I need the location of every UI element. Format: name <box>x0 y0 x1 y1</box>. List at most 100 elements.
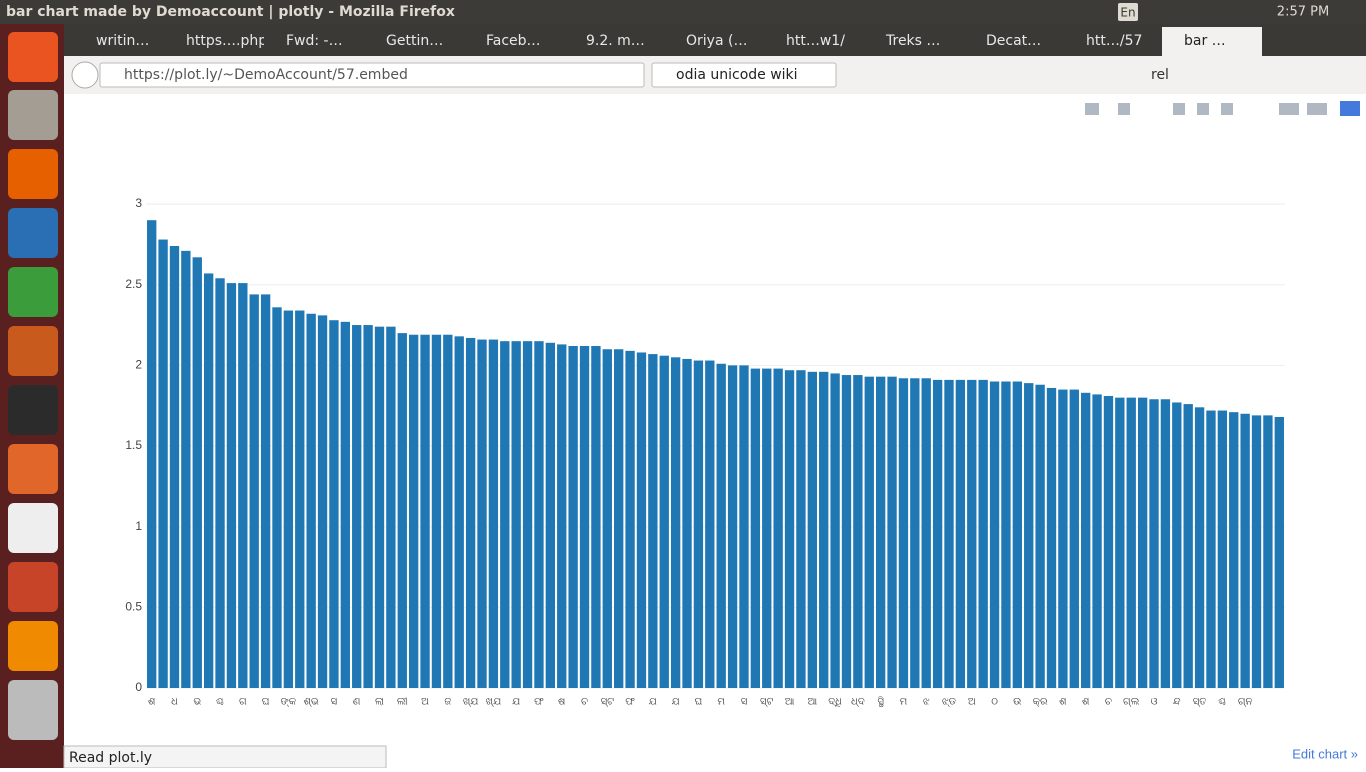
x-tick-label: ଅ <box>421 697 429 708</box>
bar <box>875 376 886 688</box>
modebar-button[interactable] <box>1085 103 1099 115</box>
back-button[interactable] <box>71 61 99 89</box>
toolbar-label[interactable]: rel <box>1151 67 1169 83</box>
tab[interactable] <box>964 27 1060 56</box>
tab[interactable] <box>74 27 170 56</box>
bar <box>1126 397 1136 688</box>
x-tick-label: ମ <box>717 697 725 708</box>
x-tick-label: ଯ <box>672 697 680 708</box>
launcher-icon[interactable] <box>8 680 58 740</box>
bar <box>830 373 840 688</box>
bar <box>295 310 305 688</box>
bar <box>602 349 612 688</box>
tab-title: htt…w1/ <box>786 33 845 49</box>
x-tick-label: ଶ <box>1082 697 1090 708</box>
bar <box>978 379 988 688</box>
modebar-button[interactable] <box>1221 103 1233 115</box>
search-bar[interactable] <box>651 62 837 88</box>
bar <box>1229 412 1239 688</box>
bar <box>636 352 647 688</box>
bar <box>1160 399 1171 688</box>
modebar-button[interactable] <box>1307 103 1327 115</box>
modebar-button[interactable] <box>1197 103 1209 115</box>
tab[interactable] <box>1064 27 1160 56</box>
launcher-icon[interactable] <box>8 32 58 82</box>
bar <box>238 283 248 688</box>
launcher-icon[interactable] <box>8 149 58 199</box>
bar <box>374 326 385 688</box>
bar <box>967 379 977 688</box>
tab-title: bar … <box>1184 33 1226 49</box>
x-tick-label: ମ <box>900 697 908 708</box>
tab-title: Decat… <box>986 33 1041 49</box>
edit-chart-link[interactable]: Edit chart » <box>1292 746 1358 761</box>
tab-title: Treks … <box>885 33 940 49</box>
tab[interactable] <box>764 27 860 56</box>
tab[interactable] <box>264 27 360 56</box>
bar <box>807 371 817 688</box>
bar <box>306 313 316 688</box>
bar <box>317 315 328 688</box>
tab[interactable] <box>864 27 960 56</box>
x-tick-label: ଣ <box>353 697 361 708</box>
x-tick-label: ଶ୍ଚ <box>216 697 224 708</box>
status-text: Read plot.ly <box>69 750 152 766</box>
launcher-icon[interactable] <box>8 444 58 494</box>
bar <box>465 337 476 688</box>
bar <box>841 375 852 688</box>
bar <box>819 371 829 688</box>
modebar-button[interactable] <box>1279 103 1299 115</box>
modebar-button[interactable] <box>1118 103 1130 115</box>
tabs: writin… https….php Fwd: -… Gettin… Faceb… 9.2… <box>74 27 1262 56</box>
bar <box>283 310 294 688</box>
tab[interactable] <box>464 27 560 56</box>
x-tick-label: ସ୍ଟ <box>760 697 774 708</box>
x-tick-label: ଶ୍ଚ <box>1218 697 1226 708</box>
bar <box>158 239 168 689</box>
modebar-button[interactable] <box>1173 103 1185 115</box>
launcher-icon[interactable] <box>8 90 58 140</box>
bar <box>454 336 464 688</box>
url-bar[interactable] <box>99 62 645 88</box>
x-tick-label: ଗ <box>239 697 247 708</box>
modebar-logo[interactable] <box>1340 101 1360 116</box>
launcher-icon[interactable] <box>8 621 58 671</box>
bar <box>921 378 931 688</box>
x-tick-label: ଘ <box>695 697 703 708</box>
tab[interactable] <box>364 27 460 56</box>
x-tick-label: ଝ୍ଡ <box>942 697 957 708</box>
bar <box>352 325 362 688</box>
tab-title: Oriya (… <box>686 33 747 49</box>
launcher-icon[interactable] <box>8 503 58 553</box>
launcher-icon[interactable] <box>8 267 58 317</box>
bar <box>203 273 214 688</box>
bar <box>420 334 430 688</box>
tab[interactable] <box>664 27 760 56</box>
bar <box>1046 387 1057 688</box>
active-tab[interactable] <box>1162 27 1262 56</box>
bar <box>488 339 499 688</box>
keyboard-indicator[interactable] <box>1118 3 1138 21</box>
bar <box>215 278 225 688</box>
launcher-icon[interactable] <box>8 385 58 435</box>
tab[interactable] <box>164 27 260 56</box>
bar <box>329 320 339 688</box>
bar <box>773 368 783 688</box>
search-text: odia unicode wiki <box>676 67 798 83</box>
bar <box>750 368 761 688</box>
bar <box>1115 397 1125 688</box>
bar <box>705 360 715 688</box>
tab[interactable] <box>564 27 660 56</box>
launcher-icon[interactable] <box>8 208 58 258</box>
window-title: bar chart made by Demoaccount | plotly -… <box>6 4 455 20</box>
x-tick-label: ଷ <box>558 697 566 708</box>
bar <box>272 307 282 688</box>
x-tick-label: ଖ୍ଯ <box>486 697 502 708</box>
bar <box>1069 389 1079 688</box>
launcher-icon[interactable] <box>8 326 58 376</box>
bar <box>397 333 407 688</box>
clock[interactable]: 2:57 PM <box>1277 5 1329 20</box>
launcher-icon[interactable] <box>8 562 58 612</box>
